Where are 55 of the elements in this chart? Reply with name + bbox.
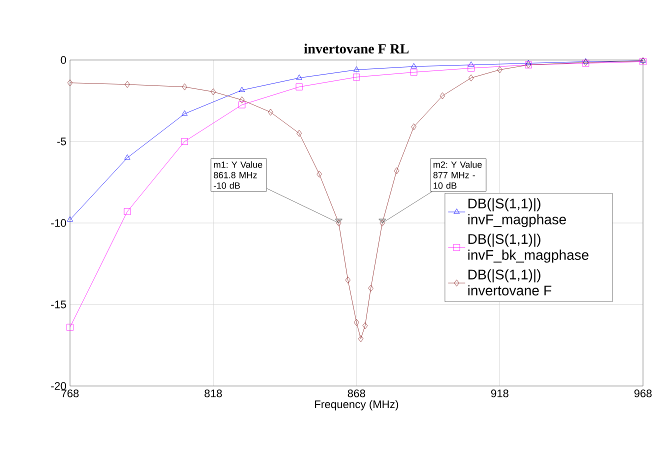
- legend-label: DB(|S(1,1)|) invF_magphase: [468, 198, 566, 228]
- point: [497, 66, 502, 74]
- y-tick-label: -20: [51, 382, 66, 390]
- point: [296, 83, 303, 90]
- x-tick-label: 918: [491, 390, 508, 398]
- point: [358, 335, 364, 342]
- point: [238, 101, 246, 108]
- point: [238, 86, 245, 92]
- point: [296, 74, 302, 80]
- x-tick-label: 868: [348, 390, 366, 398]
- x-tick-label: 768: [61, 390, 79, 398]
- point: [354, 66, 360, 72]
- x-tick-label: 968: [634, 390, 652, 398]
- annotation: m2: Y Value 877 MHz -10 dB: [433, 161, 482, 189]
- legend-label: DB(|S(1,1)|) invertovane F: [468, 269, 552, 296]
- point: [368, 284, 374, 292]
- point: [380, 220, 385, 226]
- y-tick-label: -10: [51, 219, 66, 227]
- chart-title: invertovane F RL: [304, 44, 409, 54]
- point: [124, 81, 130, 88]
- point: [440, 92, 446, 100]
- point: [296, 130, 302, 137]
- point: [239, 96, 244, 104]
- point: [354, 319, 360, 326]
- y-tick-label: -15: [51, 300, 66, 308]
- point: [525, 60, 532, 66]
- point: [394, 167, 400, 174]
- point: [582, 58, 589, 64]
- point: [468, 61, 474, 67]
- x-tick-label: 818: [204, 390, 222, 398]
- x-axis-title: Frequency (MHz): [315, 400, 398, 410]
- annotation: m1: Y Value 861.8 MHz -10 dB: [214, 161, 262, 189]
- point: [336, 220, 342, 226]
- y-tick-label: -5: [57, 138, 66, 146]
- point: [316, 170, 322, 178]
- point: [182, 110, 188, 116]
- point: [345, 276, 351, 284]
- point: [410, 63, 417, 68]
- point: [182, 83, 188, 90]
- point: [362, 322, 368, 330]
- point: [66, 324, 74, 331]
- point: [353, 74, 360, 81]
- point: [124, 208, 131, 215]
- point: [468, 64, 475, 72]
- point: [67, 216, 73, 222]
- point: [181, 138, 188, 145]
- point: [411, 123, 416, 130]
- y-tick-label: 0: [60, 56, 66, 64]
- point: [124, 154, 130, 160]
- point: [268, 108, 274, 116]
- point: [67, 79, 73, 86]
- point: [410, 68, 418, 76]
- point: [468, 74, 474, 82]
- legend-label: DB(|S(1,1)|) invF_bk_magphase: [468, 234, 588, 263]
- point: [210, 88, 216, 96]
